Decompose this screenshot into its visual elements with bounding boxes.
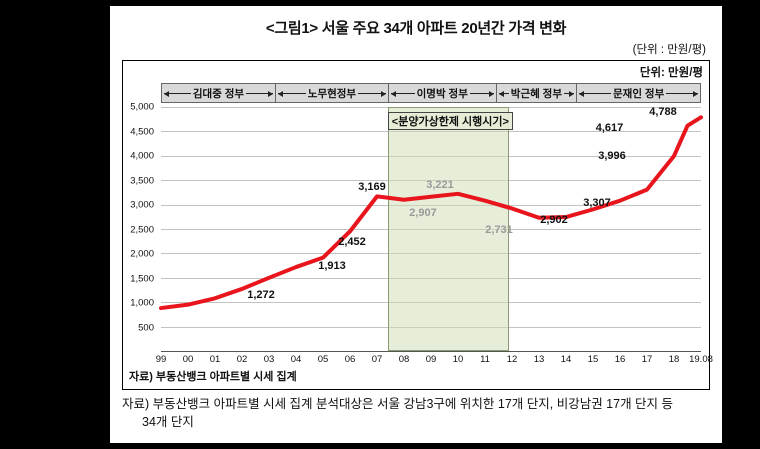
y-tick-label: 500: [138, 322, 154, 333]
x-tick-label: 01: [209, 354, 221, 365]
data-label: 2,452: [338, 236, 366, 249]
x-tick-label: 08: [398, 354, 410, 365]
price-cap-label: <분양가상한제 시행시기>: [387, 112, 513, 130]
data-label: 1,272: [247, 288, 275, 301]
arrow-right-icon: [666, 90, 698, 97]
figure-title: <그림1> 서울 주요 34개 아파트 20년간 가격 변화: [265, 20, 567, 37]
x-axis: 99 00 01 02 03 04 05 06 07 08 09 10 11 12 13 14 15 16 17 18…: [156, 354, 713, 368]
data-label: 3,307: [583, 196, 611, 209]
price-cap-label-wrap: <분양가상한제 시행시기>: [387, 112, 513, 130]
y-tick-label: 1,000: [130, 297, 154, 309]
x-tick-label: 09: [425, 354, 437, 365]
arrow-right-icon: [246, 90, 273, 97]
arrow-left-icon: [390, 90, 415, 97]
arrow-left-icon: [277, 90, 306, 97]
gov-period-section: 박근혜 정부: [495, 84, 577, 102]
y-tick-label: 3,500: [130, 175, 154, 186]
x-tick-label: 12: [506, 354, 518, 365]
data-label: 3,996: [598, 149, 626, 162]
data-label: 2,907: [409, 207, 437, 220]
x-tick-label: 18: [668, 354, 680, 365]
x-tick-label: 13: [533, 354, 545, 365]
y-tick-label: 2,500: [130, 224, 154, 235]
x-tick-label: 10: [452, 354, 464, 365]
data-label: 4,788: [649, 106, 677, 119]
arrow-right-icon: [469, 90, 494, 97]
price-line-svg: [161, 107, 701, 351]
gov-period-section: 이명박 정부: [387, 84, 496, 102]
gov-period-section: 문재인 정부: [576, 84, 700, 102]
x-tick-label: 06: [344, 354, 356, 365]
figure-caption: 자료) 부동산뱅크 아파트별 시세 집계 분석대상은 서울 강남3구에 위치한 …: [122, 397, 674, 429]
price-line: [161, 117, 701, 308]
data-label: 2,731: [485, 223, 513, 236]
figure-panel: <그림1> 서울 주요 34개 아파트 20년간 가격 변화 (단위 : 만원/…: [110, 6, 722, 443]
y-tick-label: 2,000: [130, 248, 154, 260]
chart-unit-label: 단위: 만원/평: [639, 67, 703, 79]
y-axis: 500 1,000 1,500 2,000 2,500 3,000 3,500 4,000 4,…: [123, 102, 157, 352]
x-tick-label: 17: [641, 354, 653, 365]
gov-period-label: 노무현정부: [307, 87, 357, 100]
x-tick-label: 04: [290, 354, 302, 365]
x-tick-label: 00: [182, 354, 194, 365]
arrow-right-icon: [564, 90, 575, 97]
x-tick-label: 05: [317, 354, 329, 365]
x-tick-label: 14: [560, 354, 572, 365]
y-tick-label: 5,000: [130, 101, 154, 113]
x-tick-label: 99: [155, 354, 167, 365]
x-tick-label: 07: [371, 354, 383, 365]
x-tick-label: 03: [263, 354, 275, 365]
gov-period-label: 문재인 정부: [613, 87, 665, 100]
price-cap-region: [387, 107, 510, 351]
x-tick-label: 16: [614, 354, 626, 365]
government-period-band: 김대중 정부 노무현정부 이명박 정부 박근혜 정부 문재인 정부: [161, 83, 701, 103]
chart-source-note: 자료) 부동산뱅크 아파트별 시세 집계: [129, 371, 297, 383]
y-tick-label: 4,000: [130, 150, 154, 162]
arrow-left-icon: [498, 90, 509, 97]
x-tick-label: 02: [236, 354, 248, 365]
gov-period-label: 박근혜 정부: [510, 87, 562, 100]
price-chart: 단위: 만원/평 김대중 정부 노무현정부 이명박 정부 박근혜 정부 문재인 정부 5…: [122, 60, 713, 390]
data-label: 1,913: [318, 259, 346, 272]
unit-note: (단위 : 만원/평): [632, 44, 706, 56]
gov-period-label: 김대중 정부: [192, 87, 245, 100]
y-tick-label: 3,000: [130, 199, 154, 211]
data-label: 3,169: [358, 181, 386, 194]
x-tick-label: 19.08: [689, 354, 713, 365]
plot-area: <분양가상한제 시행시기> 1,272 1,913 2,452 3,169 2,907 3,…: [161, 106, 701, 352]
x-tick-label: 15: [587, 354, 599, 365]
gov-period-section: 노무현정부: [274, 84, 388, 102]
gov-period-section: 김대중 정부: [162, 84, 275, 102]
arrow-left-icon: [164, 90, 191, 97]
data-label: 3,221: [426, 178, 454, 191]
y-tick-label: 1,500: [130, 273, 154, 284]
x-tick-label: 11: [480, 354, 490, 365]
data-label: 2,902: [540, 214, 568, 227]
y-tick-label: 4,500: [130, 126, 154, 137]
arrow-right-icon: [358, 90, 386, 97]
arrow-left-icon: [579, 90, 612, 97]
data-label: 4,617: [595, 121, 624, 134]
gov-period-label: 이명박 정부: [416, 87, 468, 100]
